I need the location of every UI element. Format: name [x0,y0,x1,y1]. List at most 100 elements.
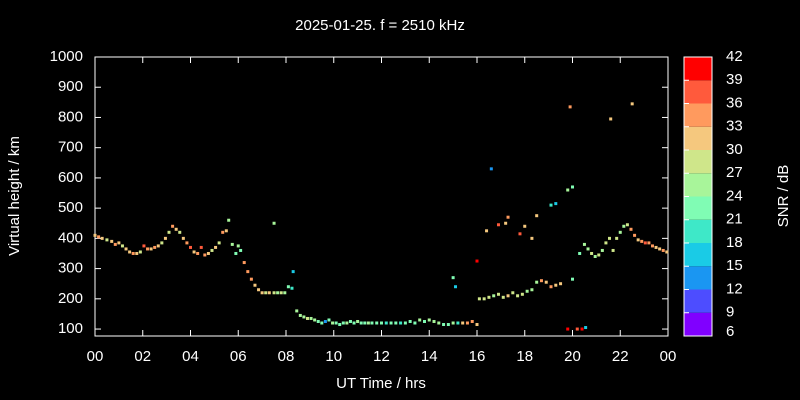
point [309,316,313,320]
colorbar-tick-label: 27 [726,164,743,181]
point [544,280,548,284]
point [295,309,299,313]
colorbar-tick-label: 36 [726,94,743,111]
point [113,242,117,246]
point [475,259,479,263]
point [352,321,356,325]
point [203,253,207,257]
point [535,280,539,284]
point [290,286,294,290]
y-tick-label: 800 [58,108,83,125]
point [181,236,185,240]
point [654,245,658,249]
point [242,261,246,265]
point [571,185,574,189]
point [298,313,302,317]
point [260,291,264,295]
point [363,321,367,325]
point [279,291,283,295]
point [523,224,527,228]
point [236,244,240,248]
point [593,255,597,259]
point [257,288,261,292]
colorbar-band [684,243,712,267]
point [160,241,164,245]
point [636,238,640,242]
point [135,251,139,255]
point [327,318,331,322]
point [418,318,422,322]
point [124,247,128,251]
point [185,241,189,245]
point [153,245,157,249]
x-tick-label: 06 [230,348,247,365]
point [465,321,469,325]
point [604,241,608,245]
colorbar-tick-label: 24 [726,187,743,204]
point [380,321,383,325]
x-tick-label: 00 [87,348,104,365]
point [359,321,363,325]
point [239,248,243,252]
colorbar-band [684,312,712,336]
point [272,221,276,225]
colorbar-band [684,219,712,243]
point [403,321,407,325]
colorbar-tick-label: 15 [726,257,743,274]
point [370,321,374,325]
x-tick-label: 10 [325,348,342,365]
colorbar-tick-label: 12 [726,280,743,297]
point [345,321,349,325]
point [167,230,171,234]
point [618,230,622,234]
point [320,321,324,325]
point [489,167,493,171]
point [178,230,182,234]
x-tick-label: 12 [373,348,390,365]
point [305,316,309,320]
point [643,241,647,245]
colorbar-tick-label: 18 [726,234,743,251]
x-tick-label: 00 [660,348,677,365]
colorbar-tick-label: 39 [726,71,743,88]
point [535,214,539,218]
y-tick-label: 500 [58,199,83,216]
point [568,105,572,109]
point [163,236,167,240]
point [348,319,352,323]
point [485,229,489,233]
point [192,250,196,254]
point [389,321,393,325]
point [221,230,225,234]
x-tick-label: 22 [612,348,629,365]
point [442,323,446,327]
y-tick-label: 600 [58,169,83,186]
point [506,294,510,298]
point [267,291,271,295]
point [578,251,582,255]
point [206,251,210,255]
point [525,289,529,293]
point [384,321,388,325]
point [580,327,584,331]
colorbar-band [684,150,712,174]
point [597,253,601,257]
point [496,223,500,227]
point [622,224,626,228]
point [394,321,398,325]
point [249,277,253,281]
point [658,247,662,251]
x-tick-label: 16 [469,348,486,365]
point [487,295,491,299]
point [331,321,335,325]
point [516,294,520,298]
point [549,285,553,289]
y-tick-label: 700 [58,139,83,156]
point [149,247,153,251]
point [432,319,436,323]
y-tick-label: 200 [58,290,83,307]
point [142,244,146,248]
point [156,244,160,248]
point [539,279,543,283]
